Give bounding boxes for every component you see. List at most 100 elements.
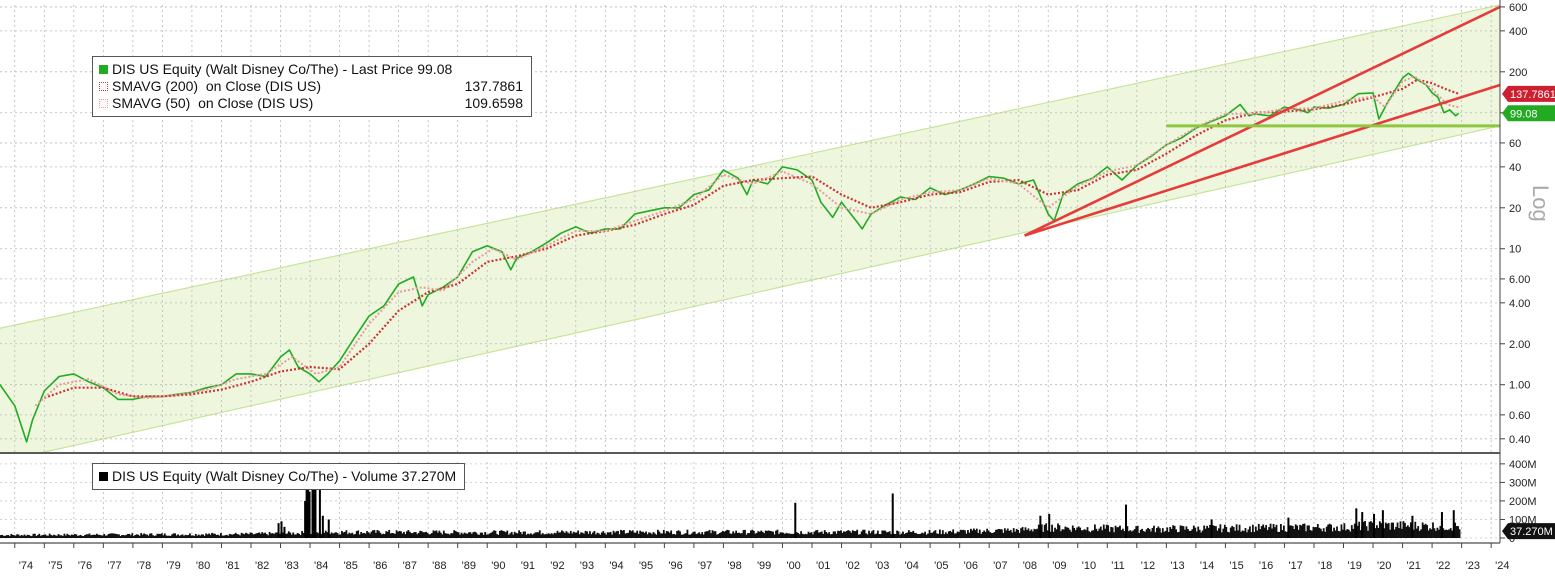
volume-bar	[558, 532, 560, 538]
volume-bar	[950, 532, 953, 538]
volume-bar	[1399, 521, 1402, 538]
volume-bar	[295, 534, 298, 538]
volume-bar	[457, 532, 460, 538]
volume-bar	[208, 533, 210, 538]
volume-bar	[236, 534, 239, 538]
x-tick-label: '87	[403, 560, 417, 572]
volume-bar	[516, 533, 519, 538]
volume-bar	[761, 531, 764, 538]
volume-bar	[679, 531, 681, 538]
volume-bar	[1457, 526, 1459, 538]
legend-entry-last-price: DIS US Equity (Walt Disney Co/The) - Las…	[99, 61, 523, 78]
volume-bar	[1182, 526, 1185, 538]
volume-bar	[32, 533, 35, 538]
volume-bar	[670, 530, 673, 538]
y-tick-label: 6.00	[1509, 274, 1530, 286]
volume-bar	[1327, 524, 1330, 538]
volume-bar	[140, 533, 143, 538]
volume-bar	[289, 532, 292, 538]
volume-bar	[310, 533, 312, 538]
volume-spike	[304, 500, 307, 538]
volume-bar	[899, 534, 901, 538]
volume-bar	[147, 535, 150, 538]
volume-bar	[1339, 531, 1341, 538]
volume-bar	[1256, 530, 1259, 538]
volume-bar	[962, 529, 965, 538]
volume-bar	[1104, 528, 1107, 538]
volume-bar	[1308, 525, 1310, 538]
volume-bar	[841, 532, 844, 538]
volume-bar	[90, 535, 92, 538]
volume-bar	[1300, 525, 1303, 538]
volume-spike	[327, 519, 330, 538]
volume-bar	[1170, 528, 1173, 538]
volume-bar	[843, 531, 845, 538]
volume-bar	[894, 533, 897, 538]
volume-bar	[444, 533, 447, 538]
volume-bar	[760, 530, 763, 538]
volume-bar	[1068, 529, 1071, 538]
volume-bar	[1181, 525, 1183, 538]
volume-bar	[1398, 528, 1400, 538]
x-tick-label: '20	[1377, 560, 1391, 572]
volume-bar	[662, 529, 665, 538]
volume-bar	[447, 533, 450, 538]
volume-bar	[651, 534, 653, 538]
volume-bar	[563, 533, 566, 538]
x-tick-label: '14	[1200, 560, 1214, 572]
volume-bar	[692, 531, 695, 538]
volume-bar	[1192, 525, 1195, 538]
volume-bar	[1172, 525, 1175, 538]
volume-spike	[277, 523, 280, 538]
volume-bar	[1139, 529, 1142, 538]
volume-bar	[1080, 530, 1083, 538]
volume-bar	[215, 534, 218, 538]
volume-bar	[375, 532, 377, 538]
volume-bar	[978, 529, 981, 538]
volume-bar	[1095, 528, 1098, 538]
volume-bar	[41, 535, 44, 538]
volume-bar	[562, 531, 565, 538]
volume-bar	[1281, 530, 1284, 538]
volume-bar	[1285, 532, 1288, 538]
volume-bar	[1265, 524, 1268, 538]
volume-bar	[1198, 529, 1201, 538]
volume-bar	[112, 533, 115, 538]
volume-bar	[1277, 531, 1279, 538]
y-tick-label: 10	[1509, 244, 1521, 256]
volume-bar	[22, 535, 24, 538]
volume-bar	[163, 533, 166, 538]
volume-bar	[1157, 526, 1160, 538]
volume-bar	[745, 534, 748, 538]
volume-bar	[250, 532, 253, 538]
volume-bar	[1191, 529, 1194, 538]
volume-bar	[1151, 527, 1154, 538]
volume-bar	[941, 530, 944, 538]
volume-bar	[45, 535, 48, 538]
volume-bar	[955, 533, 958, 538]
volume-bar	[1197, 526, 1200, 538]
volume-bar	[349, 533, 352, 538]
y-tick-label: 60	[1509, 138, 1521, 150]
volume-bar	[1291, 525, 1294, 538]
volume-bar	[589, 531, 591, 538]
volume-bar	[1136, 525, 1139, 538]
volume-bar	[1123, 531, 1126, 538]
volume-spike	[1355, 508, 1358, 538]
volume-bar	[1246, 532, 1248, 538]
volume-bar	[20, 535, 23, 538]
volume-bar	[535, 532, 538, 538]
volume-bar	[984, 531, 987, 538]
volume-bar	[1045, 523, 1048, 538]
volume-bar	[1334, 530, 1337, 538]
volume-bar	[1213, 525, 1216, 538]
volume-bar	[2, 536, 5, 538]
x-tick-label: '10	[1082, 560, 1096, 572]
volume-bar	[1377, 527, 1380, 538]
volume-bar	[711, 530, 714, 538]
volume-bar	[410, 533, 413, 538]
volume-bar	[429, 534, 432, 538]
volume-bar	[974, 530, 977, 538]
volume-bar	[578, 534, 581, 538]
